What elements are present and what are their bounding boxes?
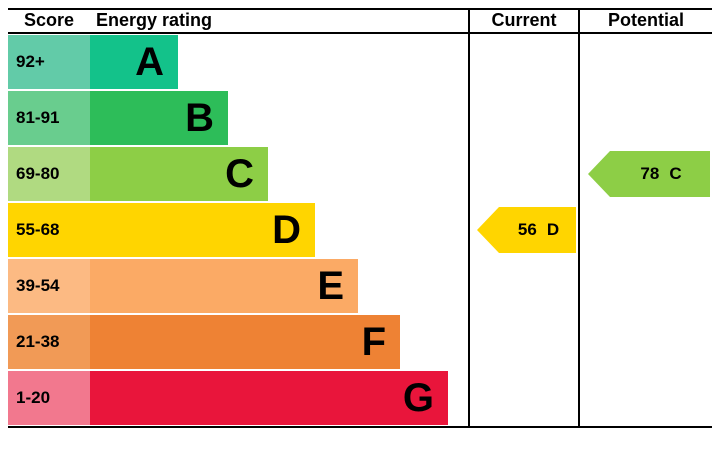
potential-column-header: Potential: [607, 10, 684, 30]
band-bar-c: C: [90, 147, 268, 201]
band-bar-g: G: [90, 371, 448, 425]
band-letter: A: [135, 40, 164, 84]
current-column-divider: [468, 8, 470, 428]
top-border-line: [8, 8, 712, 10]
band-score-range: 39-54: [8, 259, 90, 313]
band-letter: F: [361, 320, 386, 364]
band-bar-b: B: [90, 91, 228, 145]
band-letter: G: [402, 376, 434, 420]
band-row-d: 55-68 D: [8, 202, 712, 258]
band-letter: E: [317, 264, 344, 308]
current-score-value: 56: [517, 220, 537, 239]
band-letter: D: [272, 208, 301, 252]
band-bar-a: A: [90, 35, 178, 89]
bottom-border-line: [8, 426, 712, 428]
band-score-range: 92+: [8, 35, 90, 89]
band-letter: C: [225, 152, 254, 196]
band-score-range: 1-20: [8, 371, 90, 425]
header-divider-line: [8, 32, 712, 34]
energy-rating-column-header: Energy rating: [96, 10, 213, 30]
band-score-range: 21-38: [8, 315, 90, 369]
current-rating-arrow: 56 D: [477, 207, 576, 253]
score-column-header: Score: [23, 10, 75, 30]
potential-score-value: 78: [640, 164, 660, 183]
band-score-range: 81-91: [8, 91, 90, 145]
band-bar-f: F: [90, 315, 400, 369]
band-bar-d: D: [90, 203, 315, 257]
rating-bands: 92+ A 81-91 B 69-80 C 55-68 D 39-54 E 21…: [8, 34, 712, 426]
band-bar-e: E: [90, 259, 358, 313]
band-score-range: 69-80: [8, 147, 90, 201]
band-row-f: 21-38 F: [8, 314, 712, 370]
potential-band-letter: C: [669, 164, 682, 183]
band-row-b: 81-91 B: [8, 90, 712, 146]
potential-rating-arrow: 78 C: [588, 151, 710, 197]
band-letter: B: [185, 96, 214, 140]
band-row-c: 69-80 C: [8, 146, 712, 202]
current-band-letter: D: [546, 220, 560, 239]
band-row-a: 92+ A: [8, 34, 712, 90]
band-row-e: 39-54 E: [8, 258, 712, 314]
band-score-range: 55-68: [8, 203, 90, 257]
current-column-header: Current: [491, 10, 557, 30]
band-row-g: 1-20 G: [8, 370, 712, 426]
potential-column-divider: [578, 8, 580, 428]
